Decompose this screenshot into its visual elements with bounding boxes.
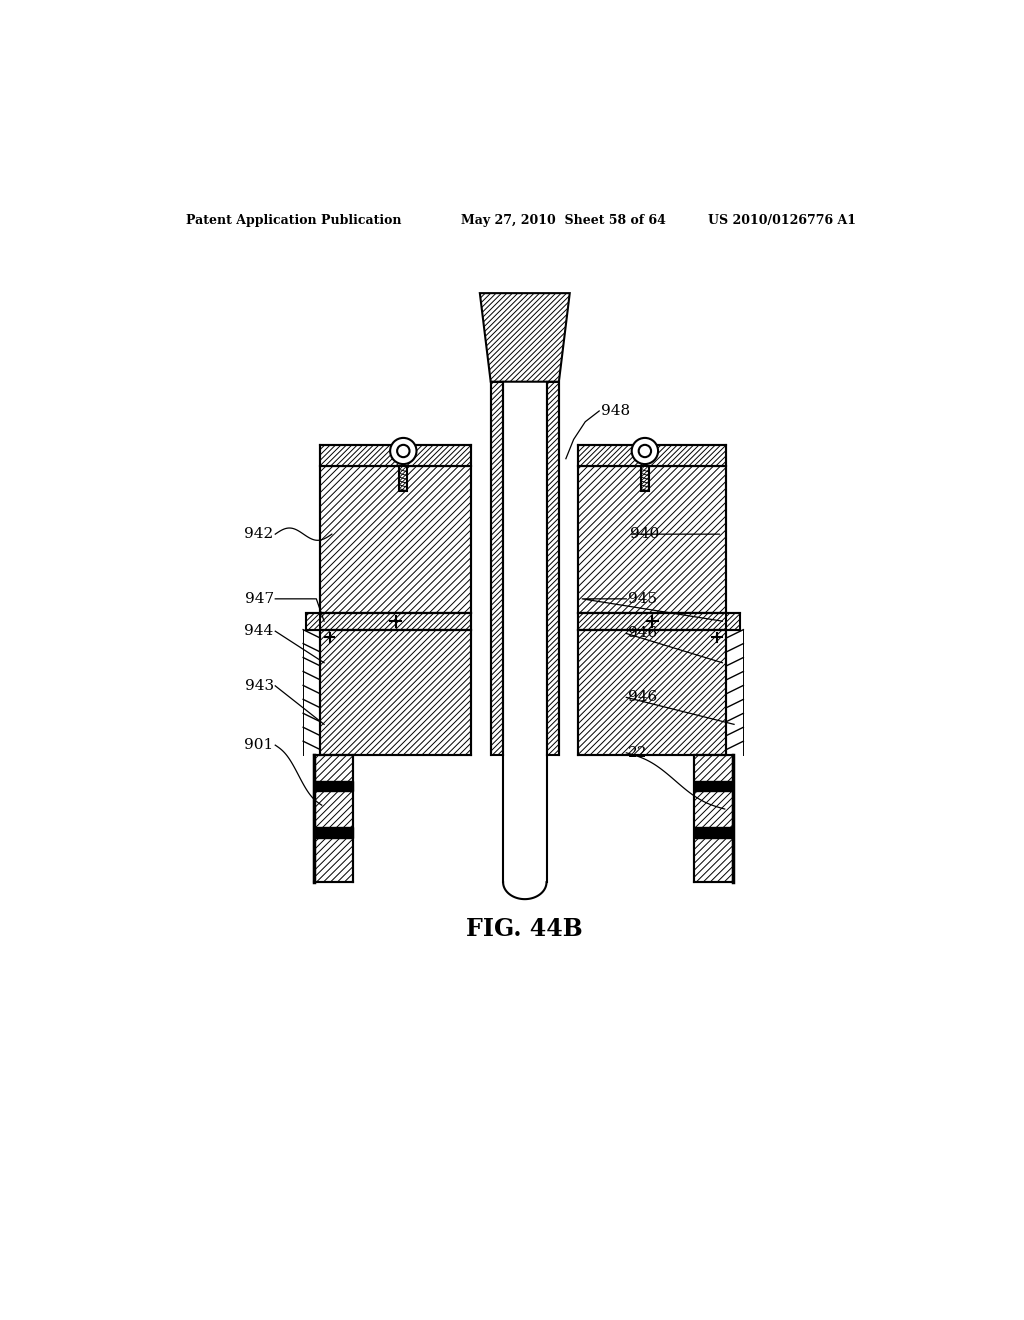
Bar [314,826,352,838]
Text: 946: 946 [628,627,657,640]
Polygon shape [579,630,726,755]
Bar [693,826,732,838]
Polygon shape [321,466,471,612]
Polygon shape [579,612,740,630]
Bar [693,780,732,792]
Polygon shape [314,755,352,882]
Text: 942: 942 [245,527,273,541]
Text: 946: 946 [628,690,657,705]
Polygon shape [579,466,726,612]
Text: Patent Application Publication: Patent Application Publication [186,214,401,227]
Polygon shape [399,466,408,491]
Circle shape [639,445,651,457]
Text: 943: 943 [245,678,273,693]
Text: 22: 22 [628,746,647,760]
Bar [314,780,352,792]
Text: 948: 948 [601,404,630,418]
Text: May 27, 2010  Sheet 58 of 64: May 27, 2010 Sheet 58 of 64 [461,214,667,227]
Circle shape [632,438,658,465]
Polygon shape [490,381,503,755]
Polygon shape [693,755,732,882]
Text: US 2010/0126776 A1: US 2010/0126776 A1 [709,214,856,227]
Text: 901: 901 [245,738,273,752]
Polygon shape [579,445,726,466]
Polygon shape [306,612,471,630]
Text: 940: 940 [630,527,659,541]
Text: 944: 944 [245,624,273,638]
Polygon shape [480,293,569,381]
Text: 945: 945 [628,591,657,606]
Text: 947: 947 [245,591,273,606]
Circle shape [397,445,410,457]
Text: FIG. 44B: FIG. 44B [467,917,583,941]
Polygon shape [641,466,649,491]
Polygon shape [321,445,471,466]
Polygon shape [547,381,559,755]
Circle shape [390,438,417,465]
Polygon shape [321,630,471,755]
